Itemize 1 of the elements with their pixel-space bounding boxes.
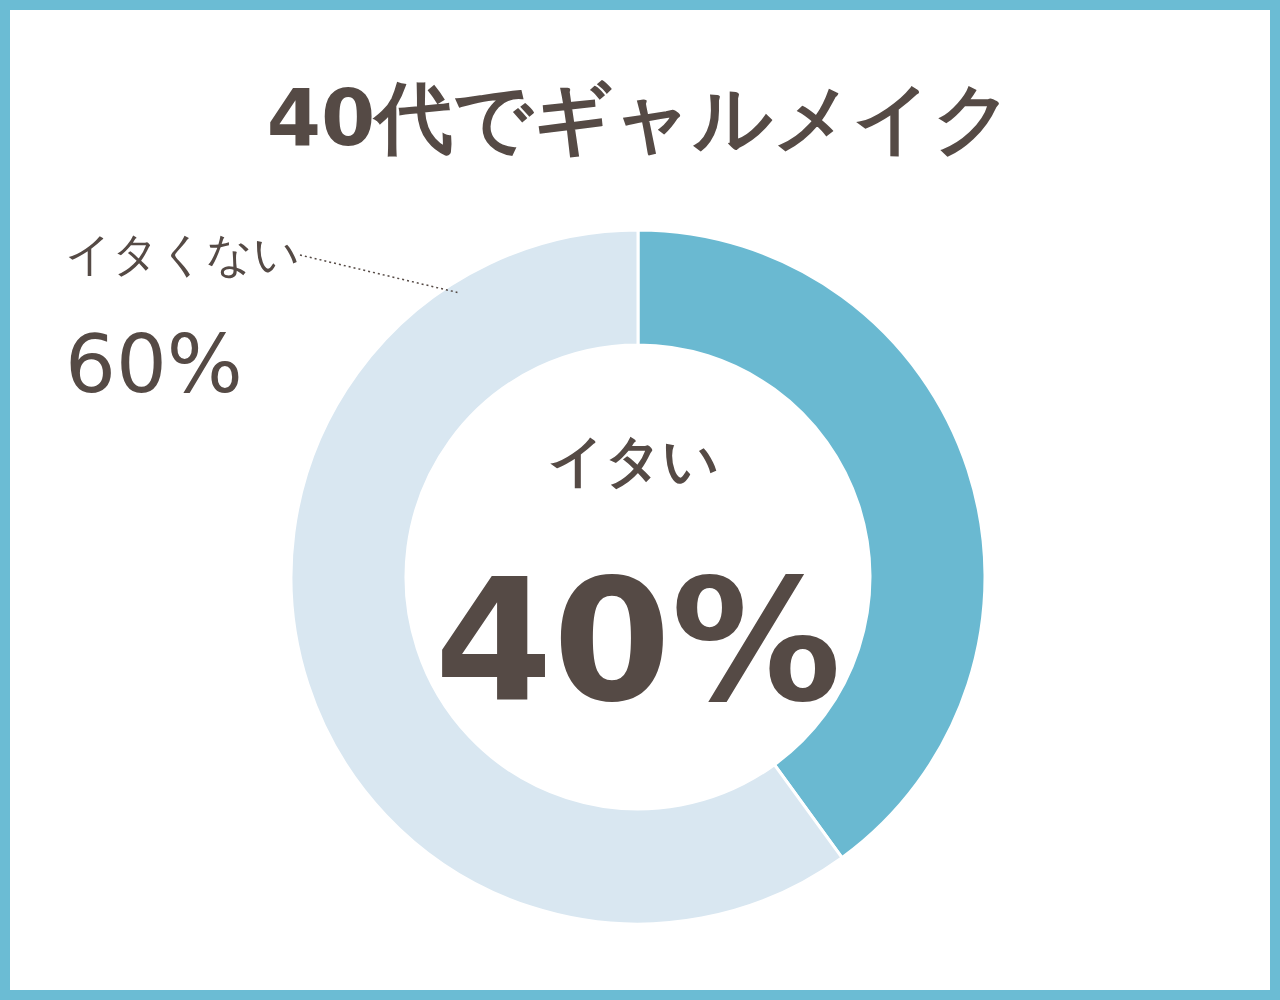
title: 40代でギャルメイク bbox=[266, 73, 1014, 163]
